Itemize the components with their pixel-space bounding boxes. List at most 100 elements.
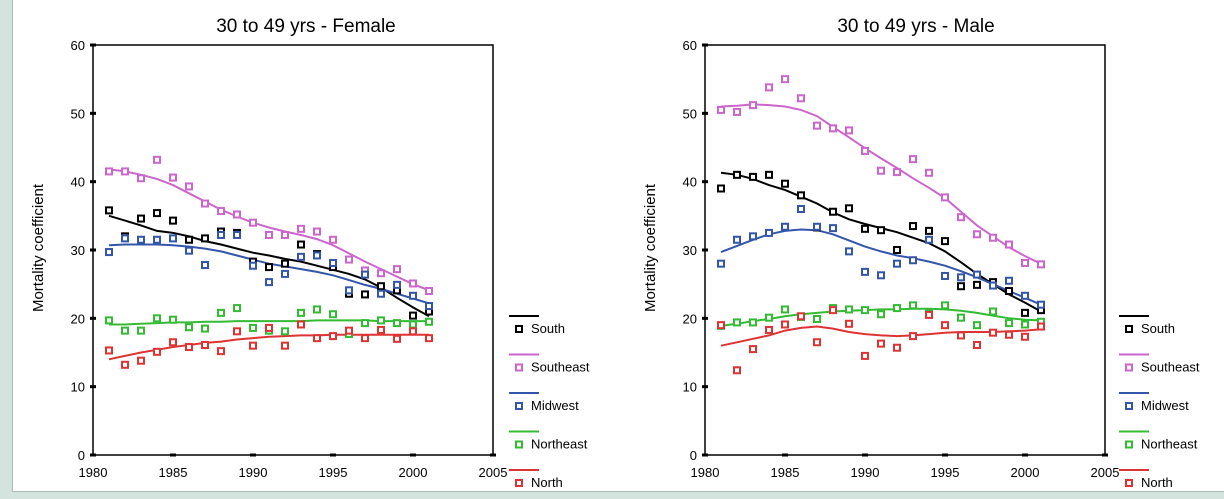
data-point-north	[957, 331, 965, 340]
data-point-midwest	[909, 256, 917, 265]
data-point-north	[329, 332, 337, 341]
data-point-midwest	[861, 267, 869, 276]
data-point-midwest	[941, 271, 949, 280]
chart-title: 30 to 49 yrs - Male	[837, 16, 994, 37]
data-point-southeast	[781, 75, 789, 84]
y-axis-label: Mortality coefficient	[30, 183, 47, 312]
data-point-southeast	[861, 146, 869, 155]
data-point-midwest	[105, 248, 113, 257]
data-point-southeast	[845, 126, 853, 135]
data-point-south	[973, 280, 981, 289]
data-point-midwest	[425, 302, 433, 311]
data-point-midwest	[765, 228, 773, 237]
data-point-south	[105, 206, 113, 215]
data-point-south	[877, 226, 885, 235]
data-point-southeast	[393, 265, 401, 274]
data-point-northeast	[297, 308, 305, 317]
legend-label-south: South	[531, 321, 565, 336]
data-point-northeast	[281, 327, 289, 336]
data-point-south	[765, 170, 773, 179]
data-point-southeast	[973, 230, 981, 239]
data-point-northeast	[409, 320, 417, 329]
data-point-southeast	[153, 155, 161, 164]
data-point-midwest	[217, 230, 225, 239]
x-tick-label: 1985	[771, 465, 800, 480]
data-point-midwest	[989, 281, 997, 290]
data-point-southeast	[169, 173, 177, 182]
data-points	[717, 75, 1045, 375]
legend-marker-midwest	[1125, 402, 1133, 410]
data-point-south	[781, 179, 789, 188]
data-point-southeast	[217, 207, 225, 216]
data-point-southeast	[233, 210, 241, 219]
data-point-northeast	[121, 326, 129, 335]
data-point-southeast	[797, 94, 805, 103]
data-point-south	[717, 184, 725, 193]
data-point-southeast	[329, 235, 337, 244]
data-point-north	[249, 341, 257, 350]
legend-label-northeast: Northeast	[531, 437, 588, 452]
y-tick-label: 50	[683, 106, 697, 121]
data-point-south	[169, 216, 177, 225]
x-tick-label: 1995	[931, 465, 960, 480]
data-point-midwest	[717, 259, 725, 268]
x-tick-label: 1980	[691, 465, 720, 480]
data-point-south	[137, 214, 145, 223]
data-point-north	[765, 325, 773, 334]
y-tick-label: 50	[71, 106, 85, 121]
data-point-north	[153, 347, 161, 356]
data-point-south	[909, 222, 917, 231]
data-point-north	[781, 320, 789, 329]
data-point-northeast	[137, 326, 145, 335]
data-point-northeast	[217, 308, 225, 317]
data-point-south	[893, 246, 901, 254]
legend-marker-northeast	[515, 440, 523, 449]
data-point-south	[153, 209, 161, 218]
trend-line-south	[108, 214, 430, 318]
data-point-south	[281, 259, 289, 268]
data-point-south	[925, 226, 933, 235]
data-point-southeast	[105, 167, 113, 176]
data-point-north	[925, 310, 933, 319]
data-point-south	[829, 207, 837, 216]
data-point-midwest	[813, 222, 821, 231]
legend-marker-south	[515, 325, 523, 333]
data-point-midwest	[845, 247, 853, 256]
data-point-midwest	[781, 222, 789, 231]
data-point-north	[217, 347, 225, 356]
data-point-southeast	[909, 155, 917, 164]
x-tick-label: 1990	[239, 465, 268, 480]
data-point-southeast	[1021, 258, 1029, 267]
legend-label-north: North	[531, 475, 563, 490]
y-tick-label: 30	[683, 243, 697, 258]
data-point-northeast	[201, 324, 209, 333]
chart-female: 30 to 49 yrs - Female Mortality coeffici…	[30, 16, 590, 490]
y-tick-label: 10	[683, 380, 697, 395]
data-point-north	[425, 334, 433, 343]
data-point-midwest	[877, 271, 885, 280]
data-point-midwest	[313, 251, 321, 260]
x-tick-labels: 1980 1985 1990 1995 2000 2005	[79, 453, 508, 480]
trend-line-midwest	[720, 228, 1042, 306]
y-tick-label: 40	[683, 175, 697, 190]
data-point-northeast	[941, 301, 949, 310]
x-tick-label: 2005	[479, 465, 508, 480]
data-point-north	[185, 343, 193, 352]
data-point-south	[957, 282, 965, 291]
data-point-north	[169, 338, 177, 347]
data-point-midwest	[153, 235, 161, 244]
data-point-north	[233, 327, 241, 336]
data-point-midwest	[1005, 276, 1013, 285]
data-point-northeast	[781, 305, 789, 314]
trend-line-north	[108, 333, 429, 361]
data-point-northeast	[813, 315, 821, 324]
data-point-north	[909, 332, 917, 341]
data-point-southeast	[957, 213, 965, 222]
data-point-northeast	[989, 307, 997, 316]
data-point-north	[1005, 330, 1013, 339]
data-point-southeast	[925, 168, 933, 177]
legend-marker-northeast	[1125, 440, 1133, 449]
data-point-north	[941, 321, 949, 330]
data-point-southeast	[941, 193, 949, 202]
data-point-northeast	[957, 313, 965, 322]
